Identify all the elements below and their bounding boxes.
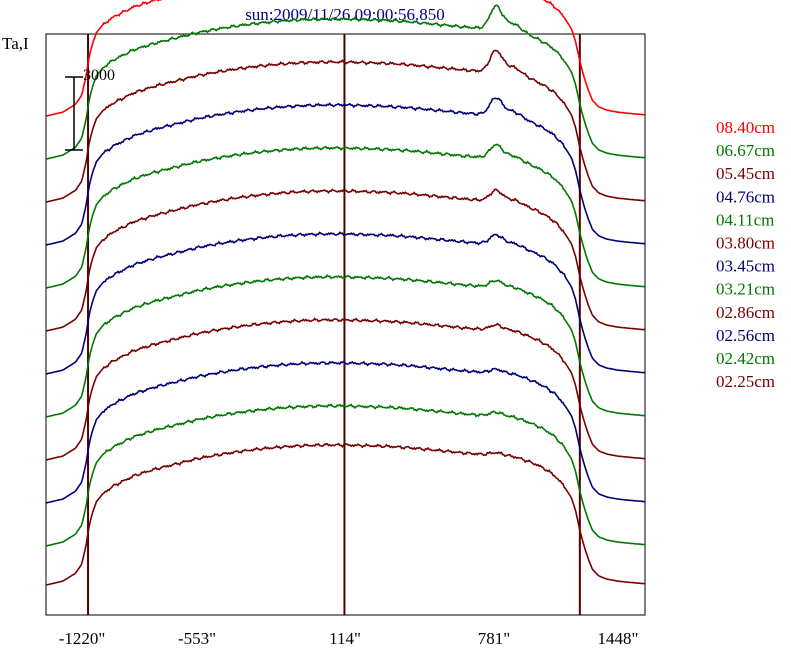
series-line bbox=[45, 360, 646, 504]
legend-entry: 03.21cm bbox=[716, 280, 775, 299]
series-line bbox=[45, 49, 646, 203]
series-line bbox=[45, 274, 646, 418]
legend-entry: 04.76cm bbox=[716, 187, 775, 206]
x-tick-label: -553" bbox=[178, 629, 216, 648]
legend-entry: 02.42cm bbox=[716, 349, 775, 368]
plot-frame bbox=[45, 33, 646, 616]
x-tick-label: 1448" bbox=[598, 629, 639, 648]
legend-entry: 02.56cm bbox=[716, 326, 775, 345]
legend-entry: 02.86cm bbox=[716, 303, 775, 322]
x-tick-label: -1220" bbox=[59, 629, 106, 648]
x-tick-label: 114" bbox=[329, 629, 361, 648]
series-line bbox=[45, 231, 646, 375]
legend-entry: 02.25cm bbox=[716, 372, 775, 391]
x-tick-label: 781" bbox=[478, 629, 510, 648]
series-line bbox=[45, 317, 646, 461]
reference-lines bbox=[87, 34, 581, 615]
series-line bbox=[45, 442, 646, 586]
legend-entry: 03.80cm bbox=[716, 234, 775, 253]
series-line bbox=[45, 4, 646, 160]
legend: 08.40cm 06.67cm 05.45cm 04.76cm 04.11cm 03.80… bbox=[716, 118, 775, 391]
series-line bbox=[45, 403, 646, 547]
scale-bar bbox=[65, 76, 83, 151]
legend-entry: 04.11cm bbox=[716, 210, 774, 229]
series-line bbox=[45, 0, 646, 117]
series-group bbox=[45, 0, 646, 586]
x-axis-ticks: -1220" -553" 114" 781" 1448" bbox=[59, 629, 639, 648]
series-line bbox=[45, 188, 646, 332]
legend-entry: 03.45cm bbox=[716, 257, 775, 276]
legend-entry: 08.40cm bbox=[716, 118, 775, 137]
scale-bar-label: 3000 bbox=[83, 67, 115, 84]
series-line bbox=[45, 97, 646, 246]
legend-entry: 05.45cm bbox=[716, 164, 775, 183]
series-line bbox=[45, 143, 646, 289]
y-axis-label: Ta,I bbox=[2, 34, 29, 53]
legend-entry: 06.67cm bbox=[716, 141, 775, 160]
